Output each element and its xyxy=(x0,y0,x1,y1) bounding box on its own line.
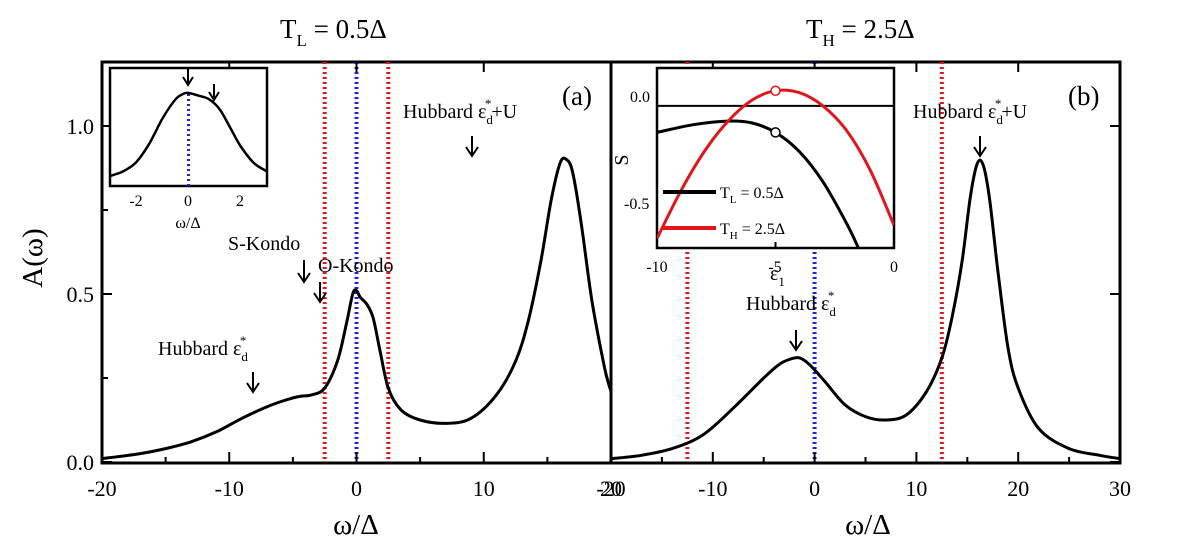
inset-a-frame xyxy=(108,66,269,188)
inset-b-frame xyxy=(655,66,896,250)
panel-b-series xyxy=(610,158,1121,461)
annotation-hubbard-low-a: Hubbard εd* xyxy=(158,333,248,364)
xlabel-a: ω/Δ xyxy=(333,509,379,541)
annotation-hubbard-low-b: Hubbard εd* xyxy=(746,288,836,319)
inset-b-xlabel: ε1 xyxy=(770,263,785,289)
panel-b-ticks: -20 -10 0 10 20 30 xyxy=(596,62,1131,501)
inset-a-arrow-2 xyxy=(208,84,220,102)
inset-a-arrow-1 xyxy=(182,68,194,87)
xtick-label-a-2: 0 xyxy=(351,476,362,501)
inset-b-xtick-1: -5 xyxy=(768,259,781,276)
arrow-s-kondo xyxy=(297,260,311,284)
ytick-label-a-0: 0.0 xyxy=(67,450,95,475)
xtick-label-b-0: -20 xyxy=(596,476,625,501)
annotation-s-kondo: S-Kondo xyxy=(228,233,300,255)
annotation-hubbard-high-a: Hubbard εd*+U xyxy=(403,96,518,127)
inset-a-xtick-1: 0 xyxy=(184,193,192,210)
xtick-label-b-4: 20 xyxy=(1007,476,1029,501)
inset-b: 0.0 -0.5 S -10 -5 0 ε1 TL = 0.5Δ TH = 2.… xyxy=(611,66,898,289)
inset-b-xtick-2: 0 xyxy=(890,259,898,276)
panel-a-series xyxy=(101,156,613,461)
inset-b-marker-1 xyxy=(770,127,781,138)
xtick-label-b-3: 10 xyxy=(905,476,927,501)
inset-a-xlabel: ω/Δ xyxy=(175,215,200,232)
ytick-label-a-2: 1.0 xyxy=(67,114,95,139)
inset-b-xtick-0: -10 xyxy=(646,259,667,276)
arrow-o-kondo xyxy=(313,282,327,304)
xtick-label-b-5: 30 xyxy=(1109,476,1131,501)
svg-text:TH = 2.5Δ: TH = 2.5Δ xyxy=(720,221,785,242)
series-line-b-0 xyxy=(610,158,1121,461)
panel-label-b: (b) xyxy=(1068,81,1099,111)
panel-label-a: (a) xyxy=(562,81,592,111)
title-right: TH = 2.5Δ xyxy=(806,14,915,50)
arrow-hubbard-high-b xyxy=(973,136,987,158)
inset-b-marker-0 xyxy=(770,85,781,96)
annotation-o-kondo: O-Kondo xyxy=(318,255,394,277)
xlabel-b: ω/Δ xyxy=(845,509,891,541)
arrow-hubbard-high-a xyxy=(465,136,479,158)
panel-a-vlines xyxy=(322,62,391,462)
title-left: TL = 0.5Δ xyxy=(280,14,387,50)
xtick-label-b-1: -10 xyxy=(698,476,727,501)
panel-b-frame xyxy=(609,60,1122,465)
xtick-label-a-4: 20 xyxy=(600,476,622,501)
ytick-label-a-1: 0.5 xyxy=(67,282,95,307)
inset-a-xtick-2: 2 xyxy=(236,193,244,210)
series-line-a-0 xyxy=(101,156,613,461)
arrow-hubbard-low-a xyxy=(246,372,260,394)
ylabel-a: A(ω) xyxy=(17,228,49,287)
inset-b-ytick-1: -0.5 xyxy=(624,196,649,213)
xtick-label-a-3: 10 xyxy=(473,476,495,501)
xtick-label-a-1: -10 xyxy=(215,476,244,501)
arrow-hubbard-low-b xyxy=(789,330,803,352)
inset-b-legend-0: TL = 0.5Δ xyxy=(663,185,784,206)
svg-text:TL = 0.5Δ: TL = 0.5Δ xyxy=(720,185,784,206)
xtick-label-a-0: -20 xyxy=(87,476,116,501)
xtick-label-b-2: 0 xyxy=(809,476,820,501)
inset-a-line xyxy=(109,91,268,178)
inset-b-ytick-0: 0.0 xyxy=(630,89,650,106)
inset-b-legend-1: TH = 2.5Δ xyxy=(663,221,785,242)
inset-a: -2 0 2 ω/Δ xyxy=(108,66,269,232)
inset-a-xtick-0: -2 xyxy=(129,193,142,210)
annotation-hubbard-high-b: Hubbard εd*+U xyxy=(913,96,1028,127)
inset-b-ylabel: S xyxy=(611,154,633,165)
